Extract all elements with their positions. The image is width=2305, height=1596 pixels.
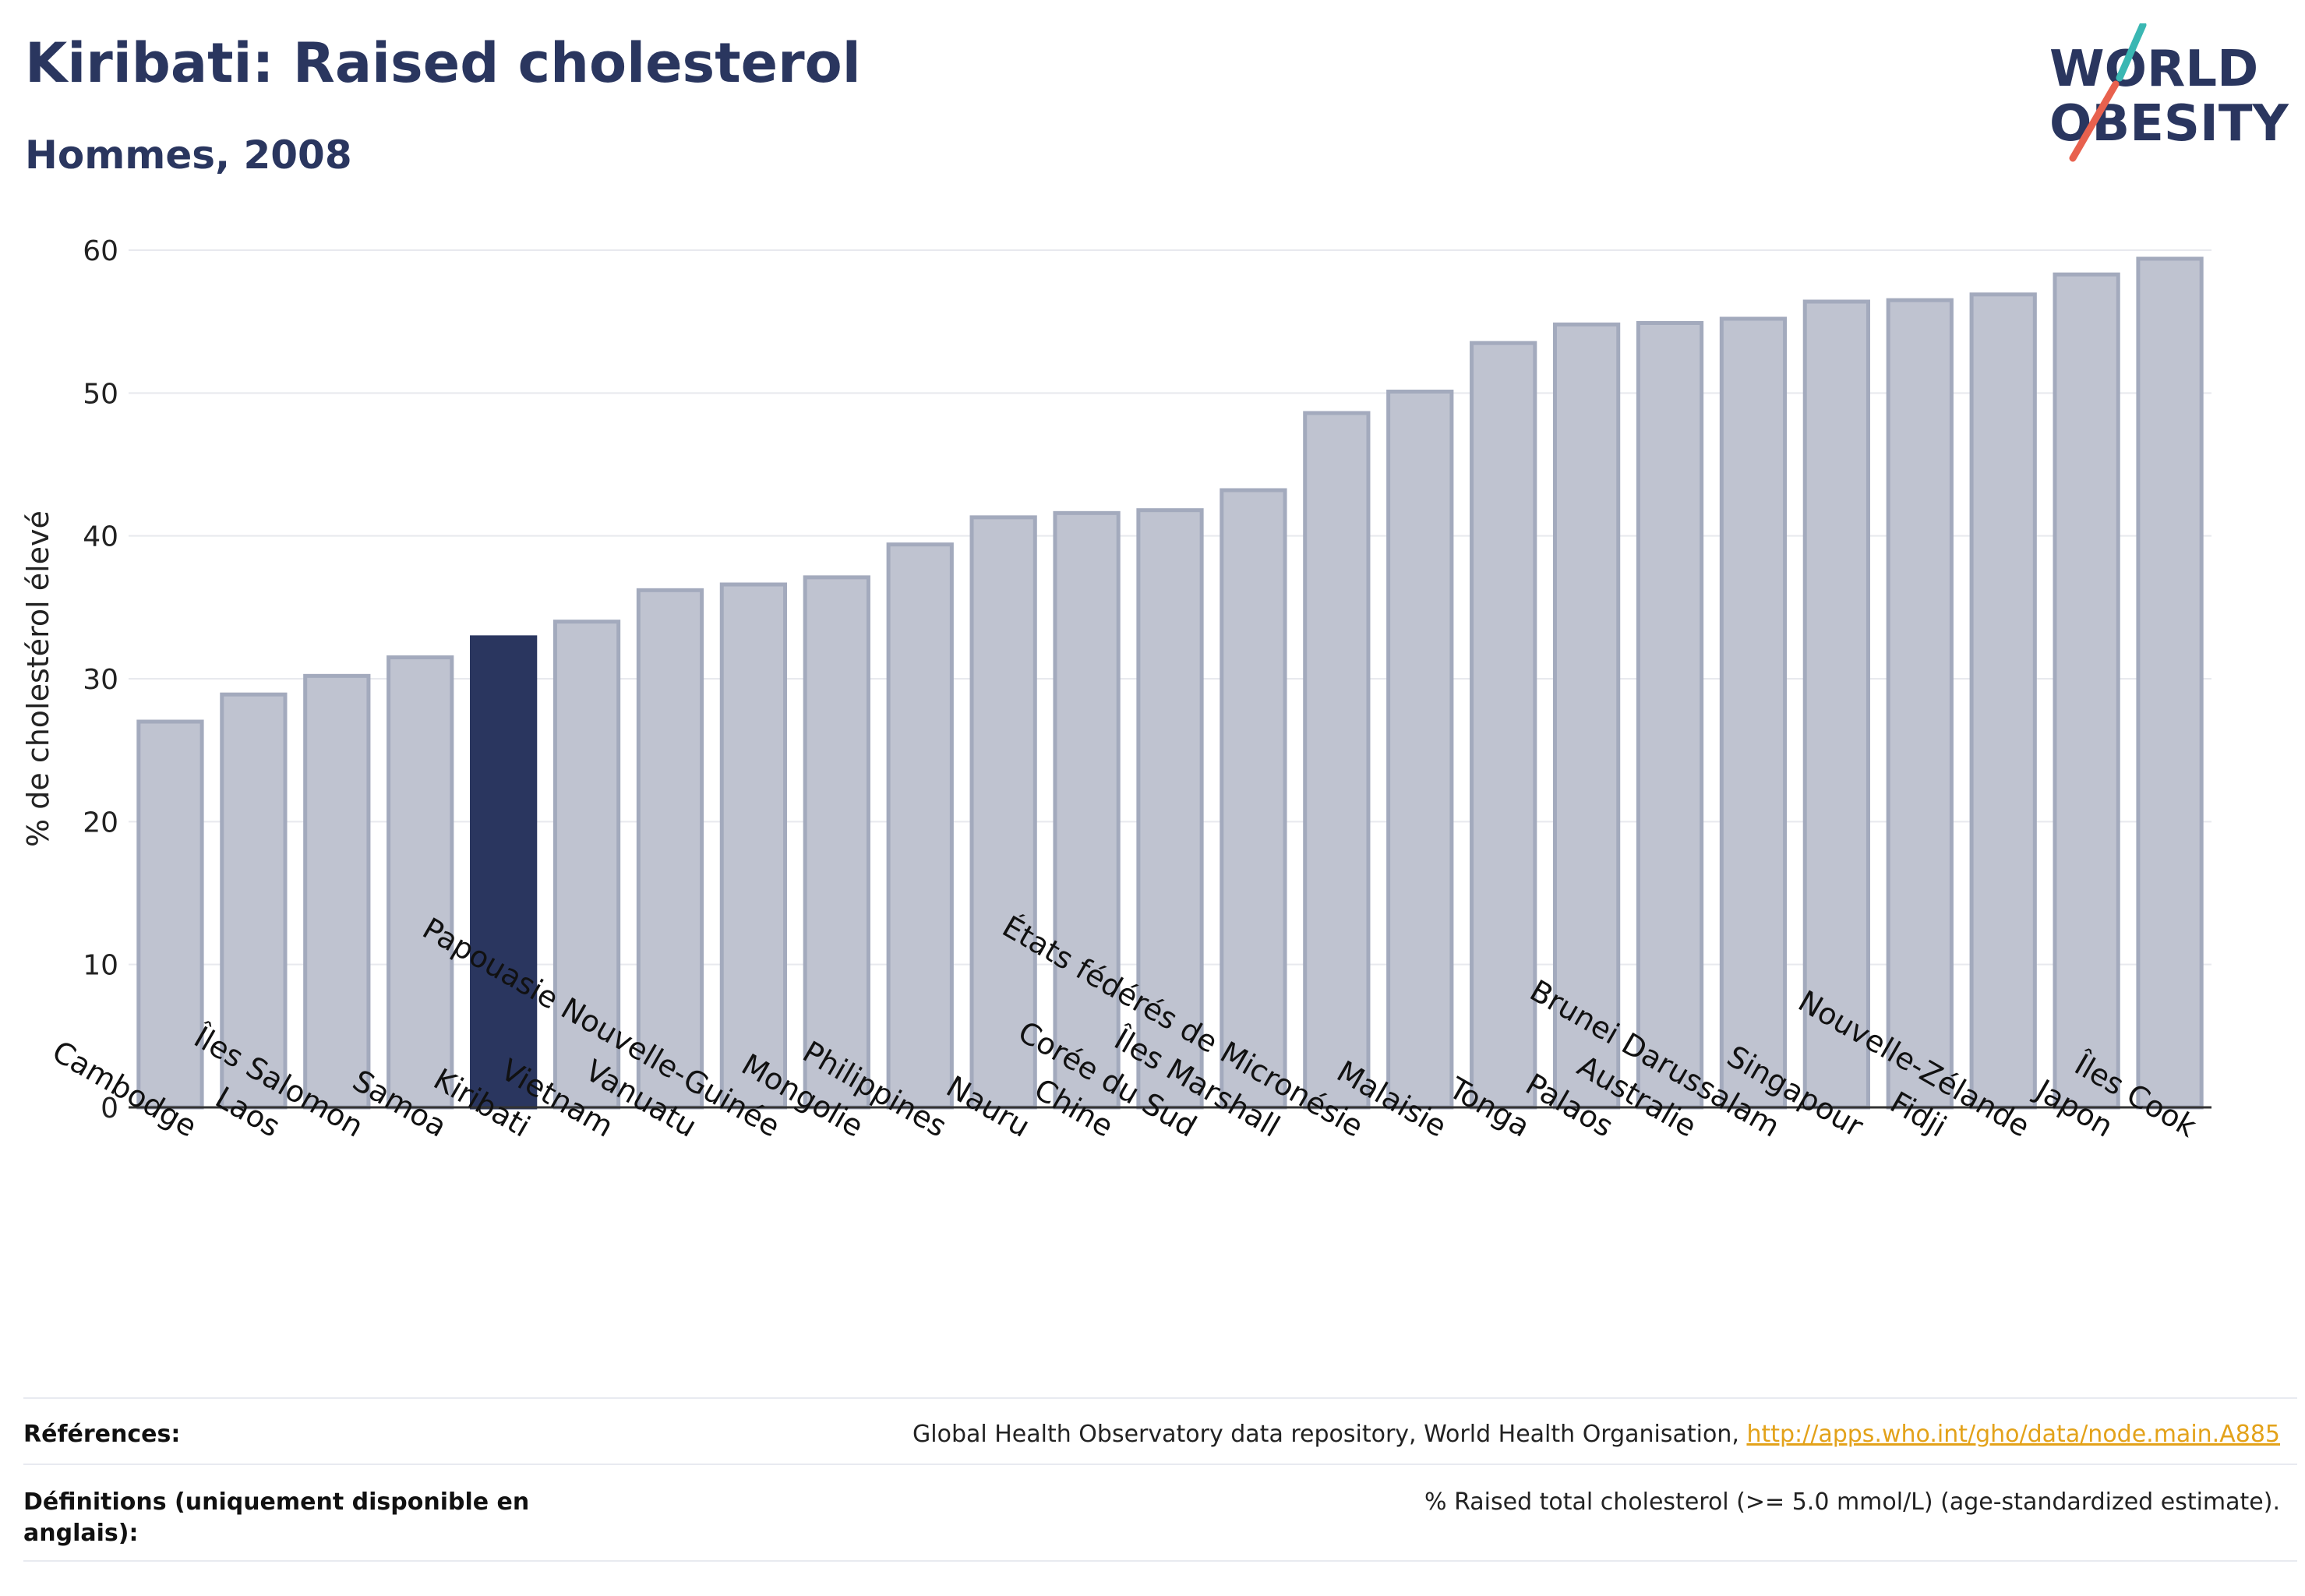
- y-axis-ticks: 0 10 20 30 40 50 60: [83, 235, 118, 1125]
- y-tick-label: 10: [83, 950, 118, 982]
- bar: [803, 575, 870, 1110]
- bar: [303, 673, 371, 1110]
- y-tick-label: 40: [83, 521, 118, 553]
- chart-subtitle: Hommes, 2008: [25, 132, 352, 178]
- references-link[interactable]: http://apps.who.int/gho/data/node.main.A…: [1746, 1421, 2280, 1448]
- y-tick-label: 60: [83, 235, 118, 267]
- bar: [1636, 321, 1704, 1110]
- references-text: Global Health Observatory data repositor…: [912, 1421, 1747, 1448]
- references-value: Global Health Observatory data repositor…: [912, 1419, 2297, 1450]
- bar: [1719, 316, 1788, 1110]
- logo-text-line1: WORLD: [2049, 41, 2258, 98]
- bar: [136, 719, 204, 1110]
- bar: [552, 620, 621, 1110]
- y-tick-label: 30: [83, 664, 118, 696]
- bar: [969, 515, 1037, 1110]
- y-axis-title: % de cholestérol élevé: [21, 510, 55, 847]
- references-label: Références:: [23, 1421, 181, 1448]
- bars: [136, 256, 2204, 1110]
- bar: [1802, 299, 1870, 1110]
- bar: [2136, 256, 2204, 1110]
- definitions-row: Définitions (uniquement disponible en an…: [23, 1465, 2297, 1562]
- bar: [1886, 298, 1954, 1110]
- bar-highlighted: [470, 635, 538, 1110]
- logo-slash-red: [2069, 80, 2120, 162]
- y-tick-label: 50: [83, 378, 118, 410]
- bar: [2053, 272, 2120, 1110]
- bar: [1552, 322, 1621, 1110]
- definitions-value: % Raised total cholesterol (>= 5.0 mmol/…: [1424, 1488, 2280, 1516]
- bar: [636, 588, 704, 1110]
- bar: [1053, 510, 1121, 1110]
- world-obesity-logo: WORLD OBESITY: [2049, 23, 2289, 162]
- bar: [387, 655, 454, 1110]
- bar: [1386, 390, 1454, 1110]
- bar: [886, 542, 954, 1110]
- logo-slash-teal: [2116, 23, 2147, 82]
- footer: Références: Global Health Observatory da…: [23, 1397, 2297, 1562]
- y-tick-label: 0: [101, 1093, 118, 1125]
- bar: [1470, 341, 1537, 1110]
- bar: [719, 582, 788, 1110]
- definitions-label: Définitions (uniquement disponible en an…: [23, 1488, 530, 1547]
- bar: [1303, 411, 1371, 1110]
- references-row: Références: Global Health Observatory da…: [23, 1399, 2297, 1465]
- bar: [1220, 488, 1287, 1110]
- y-tick-label: 20: [83, 807, 118, 839]
- bar: [1969, 292, 2037, 1110]
- chart-title: Kiribati: Raised cholesterol: [25, 31, 861, 95]
